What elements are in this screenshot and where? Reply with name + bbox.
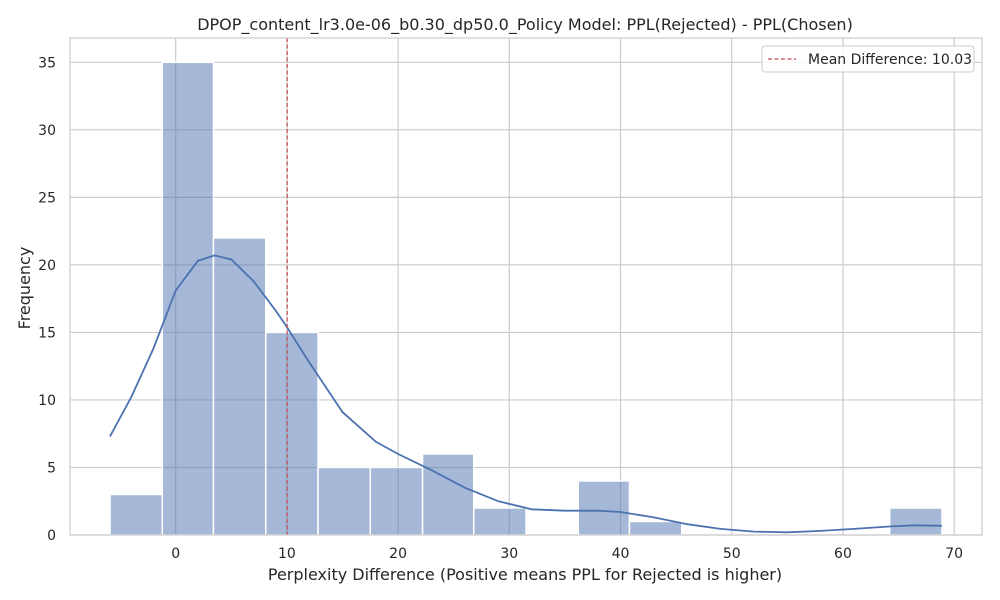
kde-curve-group bbox=[109, 254, 943, 534]
histogram-bar bbox=[369, 466, 424, 536]
y-tick-label: 20 bbox=[38, 258, 56, 274]
x-tick-label: 50 bbox=[723, 546, 741, 562]
histogram-bar bbox=[109, 493, 164, 536]
x-tick-label: 70 bbox=[945, 546, 963, 562]
histogram-bar bbox=[317, 466, 372, 536]
y-tick-label: 25 bbox=[38, 190, 56, 206]
legend-mean-label: Mean Difference: 10.03 bbox=[808, 52, 972, 68]
y-tick-label: 0 bbox=[47, 528, 56, 544]
x-tick-label: 0 bbox=[171, 546, 180, 562]
x-tick-label: 30 bbox=[500, 546, 518, 562]
histogram-bar bbox=[577, 480, 631, 536]
histogram-bar bbox=[212, 237, 267, 536]
chart-title: DPOP_content_lr3.0e-06_b0.30_dp50.0_Poli… bbox=[197, 15, 853, 35]
y-tick-label: 35 bbox=[38, 55, 56, 71]
y-axis-title: Frequency bbox=[15, 247, 34, 330]
kde-curve bbox=[109, 254, 943, 534]
plot-border bbox=[69, 37, 983, 536]
histogram-bar bbox=[161, 61, 215, 536]
x-tick-label: 60 bbox=[834, 546, 852, 562]
histogram-bar bbox=[421, 453, 475, 536]
y-tick-label: 30 bbox=[38, 123, 56, 139]
legend: Mean Difference: 10.03 bbox=[761, 45, 975, 73]
x-tick-label: 40 bbox=[612, 546, 630, 562]
legend-box bbox=[761, 45, 975, 73]
x-axis-title: Perplexity Difference (Positive means PP… bbox=[268, 565, 782, 584]
histogram-bar bbox=[472, 507, 527, 536]
x-tick-label: 10 bbox=[278, 546, 296, 562]
y-tick-label: 5 bbox=[47, 460, 56, 476]
histogram-bar bbox=[888, 507, 943, 536]
y-tick-label: 15 bbox=[38, 325, 56, 341]
plot-frame bbox=[69, 37, 983, 536]
tick-labels: 0 10 20 30 40 50 60 70 0 5 10 15 20 25 30 35 bbox=[38, 55, 963, 562]
histogram-bar bbox=[628, 520, 683, 536]
y-tick-label: 10 bbox=[38, 393, 56, 409]
histogram-bars bbox=[109, 61, 943, 536]
x-tick-label: 20 bbox=[389, 546, 407, 562]
